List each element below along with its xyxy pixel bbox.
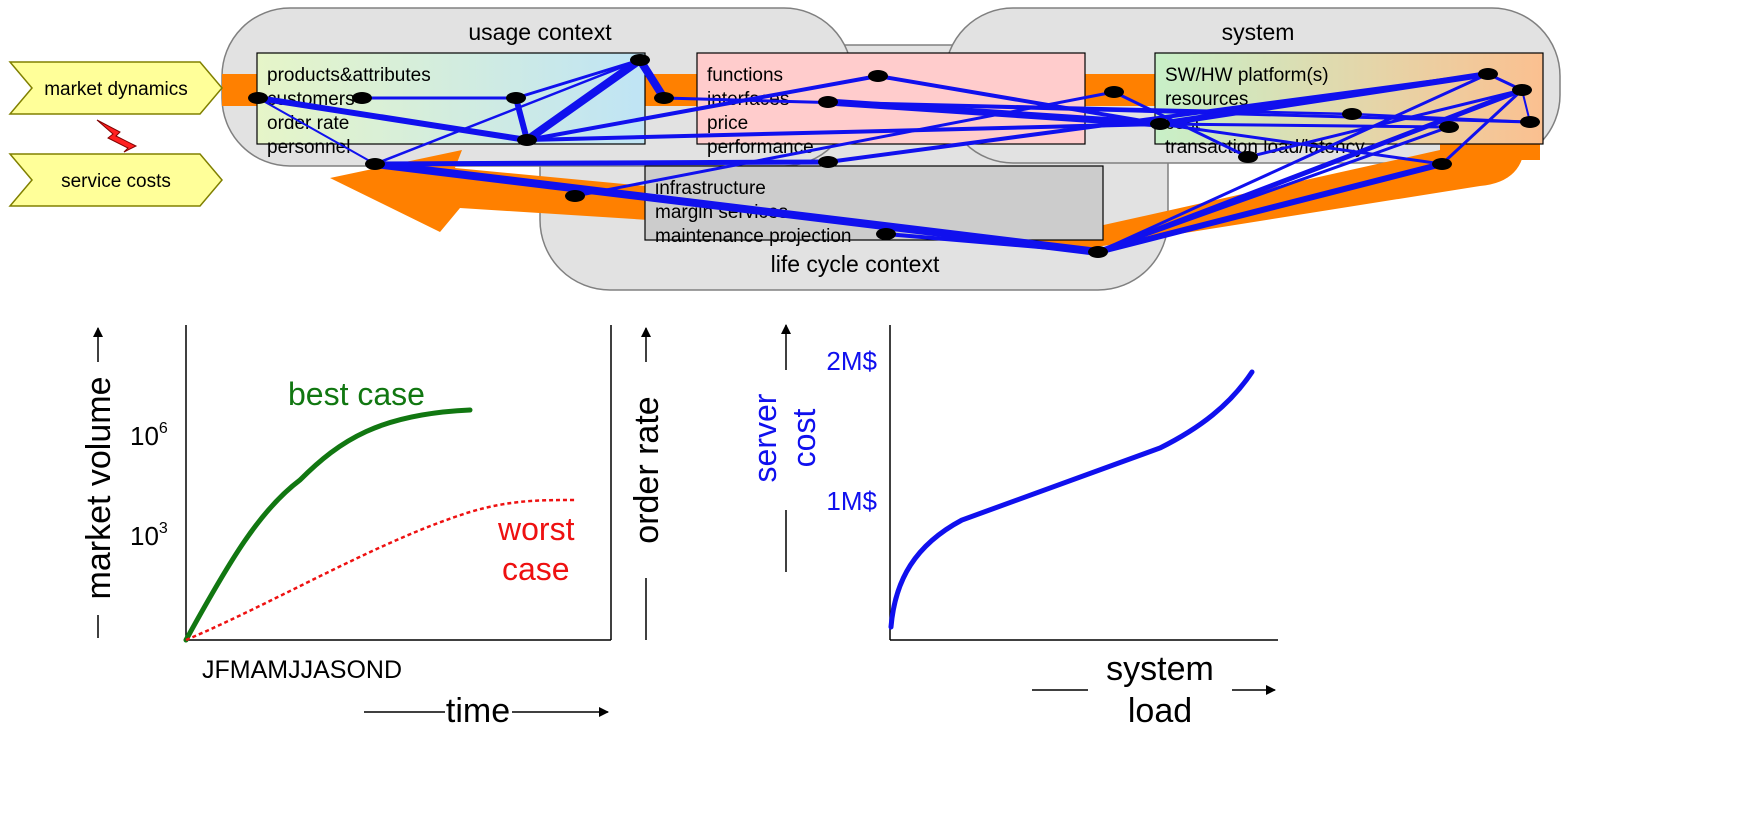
order-rate-label: order rate — [628, 396, 666, 543]
lifecycle-item: maintenance projection — [655, 226, 851, 247]
link-node — [1150, 118, 1170, 130]
link-node — [517, 134, 537, 146]
best-case-curve — [183, 407, 473, 643]
system-context-label: system — [1222, 19, 1295, 45]
link-node — [1512, 84, 1532, 96]
y-tick-2m: 2M$ — [826, 346, 877, 376]
conflict-lightning-icon — [96, 119, 138, 153]
link-line — [1095, 161, 1445, 255]
worst-case-label-line1: worst — [497, 511, 575, 547]
usage-item: personnel — [267, 137, 350, 158]
link-line — [884, 232, 1100, 254]
best-case-label: best case — [288, 376, 425, 412]
link-line — [525, 122, 1162, 142]
link-line — [373, 58, 642, 166]
link-line — [573, 90, 1116, 198]
market-volume-chart: best case worst case 106 103 JFMAMJJASON… — [80, 325, 612, 730]
y-tick-10e6: 106 — [130, 420, 168, 451]
functions-item: performance — [707, 137, 814, 158]
market-volume-label: market volume — [80, 377, 118, 600]
lifecycle-item: infrastructure — [655, 178, 766, 199]
link-line — [876, 74, 1162, 126]
link-line — [1350, 112, 1532, 124]
server-cost-label-line1: server — [747, 393, 783, 482]
link-node — [352, 92, 372, 104]
system-load-label-line2: load — [1128, 692, 1192, 730]
link-node — [506, 92, 526, 104]
link-line — [1158, 122, 1444, 166]
link-line — [1440, 88, 1524, 166]
worst-case-label-line2: case — [502, 551, 570, 587]
server-cost-label-line2: cost — [786, 409, 822, 468]
link-node — [1238, 151, 1258, 163]
link-node — [1342, 108, 1362, 120]
link-line — [514, 58, 642, 100]
link-line — [255, 95, 530, 143]
link-line — [826, 100, 1354, 116]
link-node — [1478, 68, 1498, 80]
usage-item: order rate — [267, 113, 349, 134]
link-node — [876, 228, 896, 240]
driver-label: market dynamics — [44, 79, 188, 100]
link-node — [818, 156, 838, 168]
link-line — [1158, 122, 1451, 129]
link-node — [1439, 121, 1459, 133]
worst-case-curve — [185, 498, 576, 642]
link-node — [248, 92, 268, 104]
link-node — [1088, 246, 1108, 258]
link-line — [636, 56, 668, 102]
link-node — [630, 54, 650, 66]
link-node — [868, 70, 888, 82]
server-cost-chart: 2M$ 1M$ server cost system load — [747, 324, 1278, 730]
link-node — [1104, 86, 1124, 98]
link-line — [1246, 88, 1524, 159]
link-line — [824, 98, 1164, 128]
usage-context-label: usage context — [468, 19, 612, 45]
link-node — [365, 158, 385, 170]
y-tick-10e3: 103 — [130, 520, 168, 551]
server-cost-curve — [888, 369, 1255, 630]
lifecycle-context-label: life cycle context — [771, 251, 940, 277]
driver-label: service costs — [61, 171, 171, 192]
driver-service-costs: service costs — [8, 153, 223, 207]
link-node — [1432, 158, 1452, 170]
link-line — [371, 160, 1102, 256]
link-line — [1095, 87, 1525, 255]
link-line — [525, 74, 880, 142]
functions-item: price — [707, 113, 748, 134]
link-nodes — [248, 54, 1540, 258]
link-node — [1520, 116, 1540, 128]
link-line — [1096, 125, 1451, 254]
y-tick-1m: 1M$ — [826, 486, 877, 516]
link-node — [565, 190, 585, 202]
usage-item: products&attributes — [267, 65, 431, 86]
x-tick-months: JFMAMJJASOND — [202, 656, 402, 684]
link-line — [1157, 71, 1491, 127]
link-line — [1096, 72, 1490, 254]
driver-market-dynamics: market dynamics — [8, 61, 223, 115]
system-item: resources — [1165, 89, 1248, 110]
link-line — [513, 95, 530, 143]
link-network — [255, 56, 1532, 256]
link-line — [372, 159, 831, 167]
system-load-label-line1: system — [1106, 650, 1214, 688]
order-rate-chart: order rate — [628, 327, 666, 640]
functions-item: functions — [707, 65, 783, 86]
link-line — [523, 56, 644, 144]
link-node — [654, 92, 674, 104]
link-line — [257, 97, 376, 165]
link-line — [662, 96, 1532, 124]
time-label: time — [446, 692, 510, 730]
system-item: SW/HW platform(s) — [1165, 65, 1329, 86]
link-node — [818, 96, 838, 108]
